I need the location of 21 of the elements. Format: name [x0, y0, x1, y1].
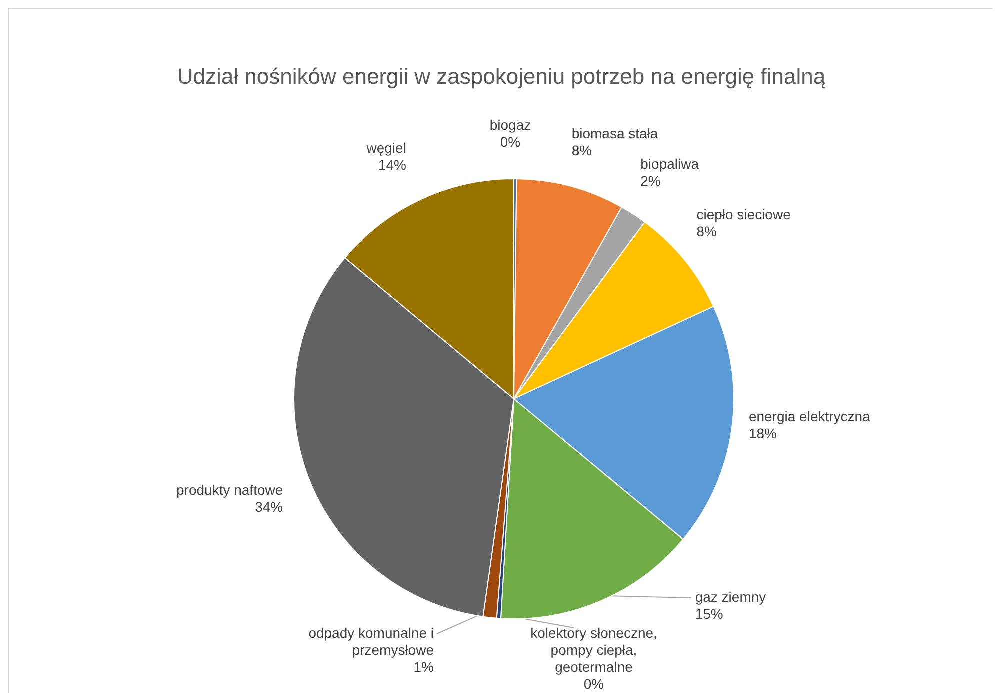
slice-label: biopaliwa	[640, 156, 700, 172]
slice-label: węgiel	[366, 140, 406, 156]
data-label: 2%	[640, 172, 661, 189]
data-label: 15%	[695, 606, 724, 622]
slice-label: gaz ziemny	[695, 588, 766, 605]
data-label: 0%	[500, 134, 521, 150]
data-label: 18%	[748, 425, 777, 442]
data-label: 8%	[696, 223, 717, 240]
chart-title: Udział nośników energii w zaspokojeniu potrzeb na energię finalną	[176, 64, 827, 90]
slice-label: produkty naftowe	[176, 482, 284, 498]
slice-label: kolektory słoneczne, pompy ciepła, geotermalne	[530, 625, 658, 675]
data-label: 34%	[255, 498, 284, 515]
data-label: 8%	[572, 142, 592, 158]
slice-label: energia elektryczna	[748, 408, 871, 424]
data-label: 1%	[414, 659, 434, 675]
slice-label: ciepło sieciowe	[696, 206, 792, 222]
slice-label: odpady komunalne i przemysłowe	[308, 625, 434, 658]
data-label: 14%	[378, 156, 406, 173]
slice-label: biogaz	[490, 117, 532, 134]
data-label: 0%	[584, 676, 604, 692]
slice-label: biomasa stała	[572, 125, 658, 142]
